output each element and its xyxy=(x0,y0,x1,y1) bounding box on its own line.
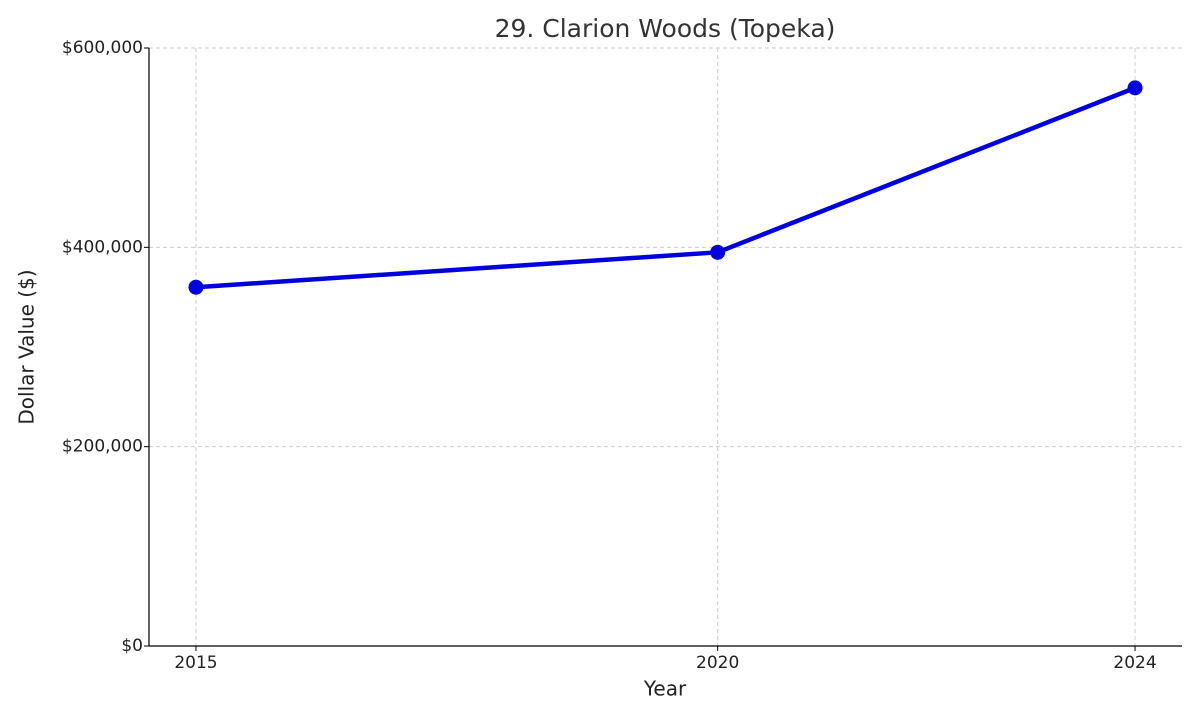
x-tick-label: 2020 xyxy=(696,653,739,673)
y-axis-label: Dollar Value ($) xyxy=(15,269,39,424)
data-point xyxy=(188,279,204,295)
x-tick-label: 2024 xyxy=(1113,653,1156,673)
grid xyxy=(149,47,1182,647)
x-axis-label: Year xyxy=(643,677,687,701)
data-point xyxy=(710,244,726,260)
data-point xyxy=(1127,80,1143,96)
y-tick-label: $400,000 xyxy=(62,237,143,257)
data-line xyxy=(195,85,1136,290)
x-tick-label: 2015 xyxy=(174,653,217,673)
chart-title: 29. Clarion Woods (Topeka) xyxy=(495,14,836,43)
y-tick-label: $600,000 xyxy=(62,38,143,58)
y-tick-label: $200,000 xyxy=(62,437,143,457)
y-tick-label: $0 xyxy=(121,636,143,656)
